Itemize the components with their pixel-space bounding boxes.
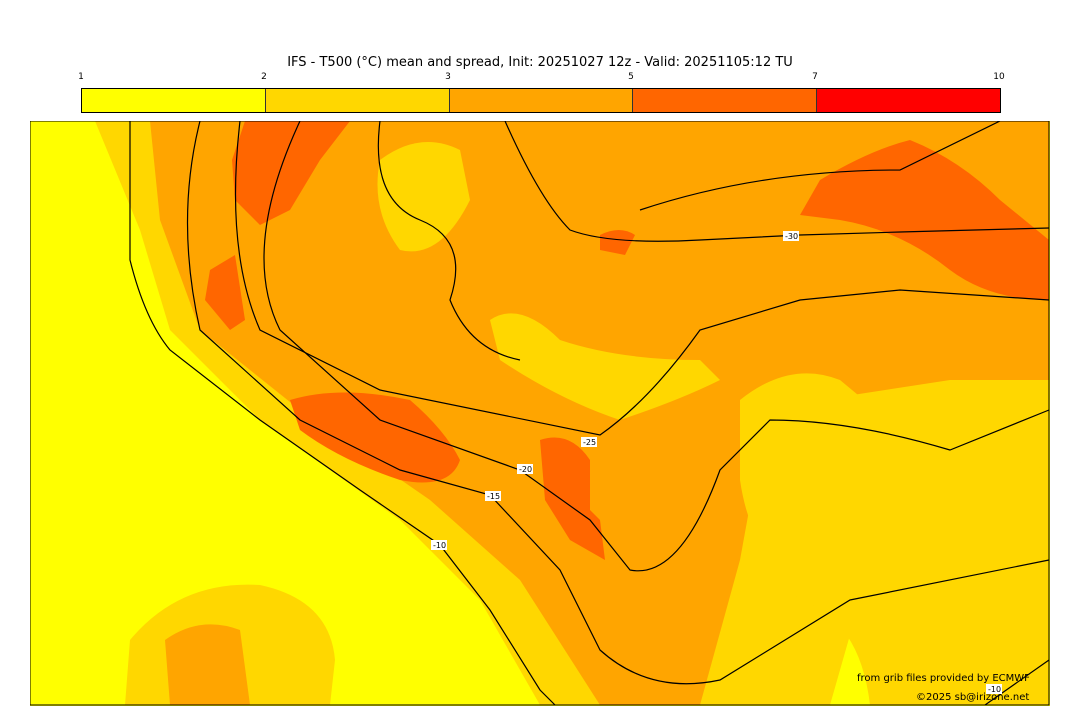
contour-labels: -10 -15 -20 -25 -30 -10 <box>431 231 1002 694</box>
contour-label: -20 <box>519 465 532 474</box>
spread-band-3-5 <box>150 121 1049 705</box>
contour-minus10 <box>129 121 556 706</box>
contour-minus30 <box>377 121 521 361</box>
spread-band-3-5 <box>165 624 250 705</box>
colorbar <box>81 88 1001 113</box>
contour-minus30 <box>639 121 1001 211</box>
contour-label: -30 <box>785 232 798 241</box>
contour-label: -25 <box>583 438 596 447</box>
spread-band-5-7 <box>800 140 1049 300</box>
spread-band-5-7 <box>205 255 245 330</box>
source-credit: from grib files provided by ECMWF <box>857 673 1030 684</box>
spread-band-2-3 <box>377 142 470 252</box>
colorbar-tick: 2 <box>261 72 267 82</box>
colorbar-segment <box>82 89 266 112</box>
colorbar-tick: 10 <box>993 72 1005 82</box>
contour-minus15 <box>186 121 1050 685</box>
colorbar-segment <box>817 89 1000 112</box>
contour-label: -10 <box>433 541 446 550</box>
spread-band-2-3 <box>740 373 1049 705</box>
colorbar-tick: 7 <box>812 72 818 82</box>
colorbar-tick: 1 <box>78 72 84 82</box>
spread-band-5-7 <box>232 121 350 225</box>
contour-minus10 <box>984 659 1050 706</box>
spread-band-2-3 <box>490 313 720 420</box>
colorbar-segment <box>265 89 450 112</box>
spread-band-5-7 <box>600 230 635 255</box>
contour-label: -10 <box>988 685 1001 694</box>
spread-band-5-7 <box>290 392 460 483</box>
colorbar-segment <box>449 89 634 112</box>
contour-minus20 <box>263 121 1050 572</box>
colorbar-segment <box>633 89 818 112</box>
chart-title: IFS - T500 (°C) mean and spread, Init: 2… <box>287 55 793 70</box>
contour-label: -15 <box>487 492 500 501</box>
colorbar-tick: 5 <box>628 72 634 82</box>
contour-minus25 <box>234 121 1050 436</box>
contour-minus30 <box>504 121 1050 242</box>
copyright-credit: ©2025 sb@irizone.net <box>916 692 1030 703</box>
colorbar-tick: 3 <box>445 72 451 82</box>
temperature-contours <box>129 121 1050 706</box>
spread-map: -10 -15 -20 -25 -30 -10 <box>30 121 1050 706</box>
spread-band-5-7 <box>540 437 605 560</box>
